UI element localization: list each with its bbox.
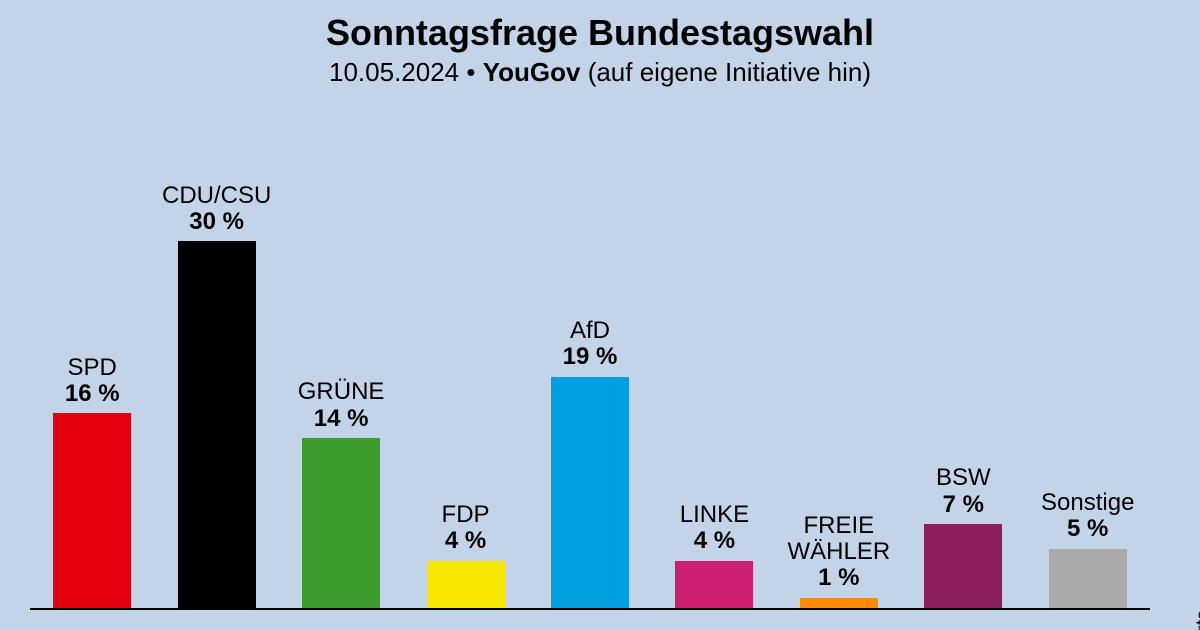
bar [675,561,753,610]
bar-slot: AfD19 % [528,180,652,610]
chart-subtitle: 10.05.2024 • YouGov (auf eigene Initiati… [0,57,1200,88]
bar-slot: CDU/CSU30 % [154,180,278,610]
party-name: CDU/CSU [162,183,271,209]
party-percent: 4 % [442,528,490,554]
party-percent: 19 % [563,344,618,370]
bar-slot: FREIE WÄHLER1 % [777,180,901,610]
subtitle-sep: • [459,57,483,87]
party-percent: 7 % [936,492,991,518]
bar-slot: FDP4 % [403,180,527,610]
subtitle-org: YouGov [483,57,581,87]
bar-label: SPD16 % [65,355,120,408]
bar-slot: Sonstige5 % [1026,180,1150,610]
chart-plot-area: SPD16 %CDU/CSU30 %GRÜNE14 %FDP4 %AfD19 %… [30,180,1150,610]
chart-baseline [30,608,1150,610]
bar-slot: GRÜNE14 % [279,180,403,610]
party-name: Sonstige [1041,490,1134,516]
party-percent: 14 % [298,406,385,432]
party-name: GRÜNE [298,379,385,405]
party-name: BSW [936,465,991,491]
bar [551,377,629,610]
poll-chart: Sonntagsfrage Bundestagswahl 10.05.2024 … [0,0,1200,630]
party-name: AfD [563,318,618,344]
chart-sidenote: Online-Panel-Befragung vom 3.–8.5.2024, … [1192,610,1200,630]
bar-label: FDP4 % [442,502,490,555]
party-percent: 30 % [162,209,271,235]
bar-label: CDU/CSU30 % [162,183,271,236]
bars-container: SPD16 %CDU/CSU30 %GRÜNE14 %FDP4 %AfD19 %… [30,180,1150,610]
bar-slot: BSW7 % [901,180,1025,610]
bar-label: Sonstige5 % [1041,490,1134,543]
party-name: SPD [65,355,120,381]
bar-label: BSW7 % [936,465,991,518]
party-percent: 4 % [680,528,749,554]
bar [1049,549,1127,610]
bar-slot: SPD16 % [30,180,154,610]
party-name: FDP [442,502,490,528]
chart-title: Sonntagsfrage Bundestagswahl [0,12,1200,53]
bar-label: GRÜNE14 % [298,379,385,432]
bar [427,561,505,610]
chart-header: Sonntagsfrage Bundestagswahl 10.05.2024 … [0,12,1200,88]
party-percent: 1 % [788,565,891,591]
bar [924,524,1002,610]
party-name: LINKE [680,502,749,528]
subtitle-note: (auf eigene Initiative hin) [580,57,871,87]
bar [302,438,380,610]
party-percent: 16 % [65,381,120,407]
party-name: FREIE WÄHLER [788,513,891,566]
party-percent: 5 % [1041,516,1134,542]
bar-label: LINKE4 % [680,502,749,555]
bar-slot: LINKE4 % [652,180,776,610]
subtitle-date: 10.05.2024 [329,57,459,87]
bar [53,413,131,610]
bar-label: AfD19 % [563,318,618,371]
bar-label: FREIE WÄHLER1 % [788,513,891,592]
bar [178,241,256,610]
